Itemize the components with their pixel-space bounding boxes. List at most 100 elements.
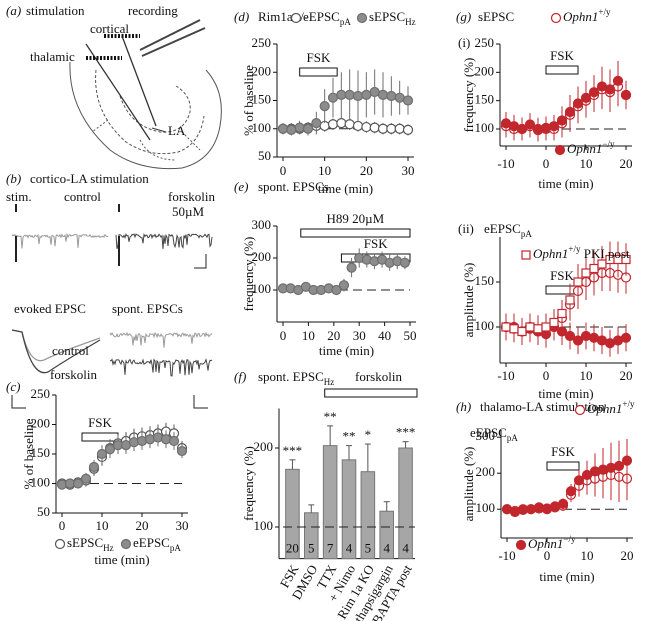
legend-marker xyxy=(550,12,562,24)
treatment-label-part: FSK xyxy=(88,415,112,430)
panel-label: (e) xyxy=(234,179,248,194)
marker xyxy=(572,335,584,346)
trace-label: forskolin xyxy=(168,189,215,204)
marker xyxy=(620,89,632,101)
marker xyxy=(377,89,389,100)
marker xyxy=(548,121,560,132)
marker xyxy=(394,123,405,134)
x-tick-label: 10 xyxy=(318,163,331,178)
y-tick-label-part: 200 xyxy=(31,415,51,430)
scale-bar xyxy=(194,254,207,269)
y-tick-label: 150 xyxy=(475,92,495,107)
y-axis-label-part: % of baseline xyxy=(21,418,36,489)
marker xyxy=(597,259,607,269)
legend-label: Ophn1+/y xyxy=(587,399,635,416)
marker xyxy=(88,461,100,473)
treatment-bar xyxy=(300,228,411,238)
marker xyxy=(581,268,591,278)
trace xyxy=(115,232,213,250)
legend-label-part: −/y xyxy=(602,139,615,149)
chart-title: thalamo-LA stimulation xyxy=(480,399,605,414)
significance-part: ** xyxy=(324,409,337,424)
x-tick-label-part: 20 xyxy=(327,328,340,343)
x-tick-label-part: -10 xyxy=(498,548,515,563)
y-tick-label-part: 100 xyxy=(252,281,272,296)
marker xyxy=(580,92,592,103)
marker xyxy=(549,317,559,328)
x-tick-label: 0 xyxy=(280,163,287,178)
x-tick-label: 30 xyxy=(402,163,415,178)
y-tick-label-part: 200 xyxy=(252,249,272,264)
significance-part: *** xyxy=(396,425,416,440)
y-tick-label-part: 150 xyxy=(31,445,51,460)
y-axis-label: amplitude (%) xyxy=(461,447,476,522)
legend-label-part: +/y xyxy=(622,399,635,409)
y-tick-label: 100 xyxy=(252,120,272,135)
x-tick-label-part: 10 xyxy=(581,548,594,563)
chart-sublabel-part: (i) xyxy=(458,35,470,50)
marker xyxy=(294,122,305,133)
marker xyxy=(402,124,414,135)
trace-label: spont. EPSCs xyxy=(112,301,183,316)
significance: * xyxy=(365,427,372,442)
x-axis-label: time (min) xyxy=(539,569,594,584)
legend-marker xyxy=(54,538,66,550)
y-axis-label: frequency (%) xyxy=(241,446,256,521)
marker xyxy=(176,445,188,457)
y-tick-label-part: 200 xyxy=(476,464,496,479)
marker xyxy=(588,87,600,98)
x-tick-label-part: -10 xyxy=(497,368,514,383)
y-tick-label: 200 xyxy=(475,63,495,78)
panel-label-part: (f) xyxy=(234,369,246,384)
y-tick-label-part: 250 xyxy=(475,35,495,50)
chart-title: spont. EPSCHz xyxy=(258,369,334,387)
significance: ** xyxy=(343,429,356,444)
trace-label-part: control xyxy=(52,343,89,358)
x-axis-label: time (min) xyxy=(538,386,593,401)
legend-marker xyxy=(356,12,368,24)
marker xyxy=(344,89,355,100)
y-tick-label-part: 100 xyxy=(476,500,496,515)
marker xyxy=(336,117,347,129)
chart-title: spont. EPSCs xyxy=(258,179,329,194)
x-tick-label-part: 40 xyxy=(378,328,391,343)
marker xyxy=(302,123,314,134)
y-tick-label: 250 xyxy=(252,35,272,50)
treatment-label-part: FSK xyxy=(551,444,575,459)
trace-label-part: control xyxy=(64,189,101,204)
marker xyxy=(361,89,372,100)
chart-sublabel: (ii) xyxy=(458,221,474,236)
x-tick-label: -10 xyxy=(498,548,515,563)
marker xyxy=(525,322,535,332)
panel-label: (h) xyxy=(456,399,471,414)
trace-label: 50µM xyxy=(172,204,204,219)
x-tick-label: -10 xyxy=(497,156,514,171)
n-label: 5 xyxy=(308,541,315,556)
diagram-label: LA xyxy=(168,123,186,138)
diagram-label: thalamic xyxy=(30,49,75,64)
y-tick-label: 100 xyxy=(254,518,274,533)
n-label: 4 xyxy=(402,541,409,556)
y-tick-label-part: 300 xyxy=(476,428,496,443)
legend-label: Ophn1−/y xyxy=(528,534,576,551)
y-tick-label-part: 50 xyxy=(37,504,50,519)
marker xyxy=(612,75,624,86)
y-axis-label: frequency (%) xyxy=(461,58,476,133)
legend-marker xyxy=(120,538,132,550)
x-tick-label: 10 xyxy=(96,518,109,533)
chart-sublabel: (i) xyxy=(458,35,470,50)
treatment-bar xyxy=(545,65,579,75)
marker xyxy=(386,123,397,134)
panel-label-part: (d) xyxy=(234,9,249,24)
chart-title: sEPSC xyxy=(478,9,514,24)
x-tick-label-part: 0 xyxy=(543,156,550,171)
panel-label: (d) xyxy=(234,9,249,24)
marker xyxy=(565,486,577,497)
y-tick-label-part: 200 xyxy=(252,63,272,78)
panel-label-part: (b) xyxy=(6,171,21,186)
significance: *** xyxy=(283,443,303,458)
diagram-label-part: thalamic xyxy=(30,49,75,64)
x-tick-label-part: 10 xyxy=(302,328,315,343)
inset-title-part: eEPSC xyxy=(470,425,507,440)
